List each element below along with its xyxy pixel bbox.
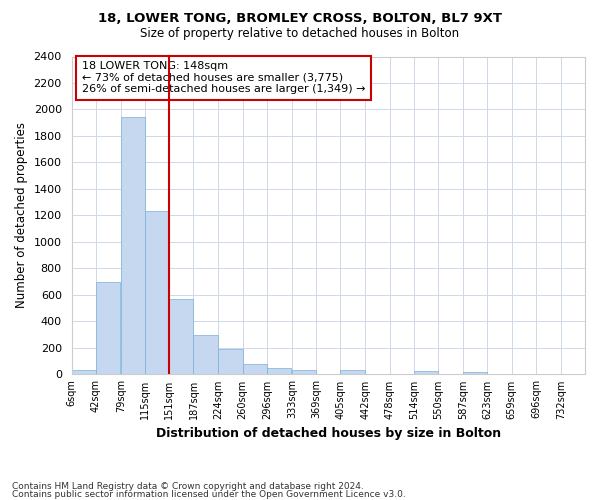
Bar xyxy=(267,368,291,374)
Bar xyxy=(121,118,145,374)
Bar xyxy=(193,334,218,374)
Bar xyxy=(242,364,267,374)
Text: 18, LOWER TONG, BROMLEY CROSS, BOLTON, BL7 9XT: 18, LOWER TONG, BROMLEY CROSS, BOLTON, B… xyxy=(98,12,502,26)
Bar xyxy=(145,212,169,374)
Bar xyxy=(292,370,316,374)
Bar xyxy=(218,348,242,374)
Bar xyxy=(169,299,193,374)
Y-axis label: Number of detached properties: Number of detached properties xyxy=(15,122,28,308)
Text: Contains public sector information licensed under the Open Government Licence v3: Contains public sector information licen… xyxy=(12,490,406,499)
X-axis label: Distribution of detached houses by size in Bolton: Distribution of detached houses by size … xyxy=(156,427,501,440)
Bar xyxy=(414,371,438,374)
Bar xyxy=(340,370,365,374)
Text: 18 LOWER TONG: 148sqm
← 73% of detached houses are smaller (3,775)
26% of semi-d: 18 LOWER TONG: 148sqm ← 73% of detached … xyxy=(82,62,365,94)
Bar xyxy=(463,372,487,374)
Bar xyxy=(71,370,96,374)
Text: Size of property relative to detached houses in Bolton: Size of property relative to detached ho… xyxy=(140,28,460,40)
Text: Contains HM Land Registry data © Crown copyright and database right 2024.: Contains HM Land Registry data © Crown c… xyxy=(12,482,364,491)
Bar xyxy=(96,282,120,374)
